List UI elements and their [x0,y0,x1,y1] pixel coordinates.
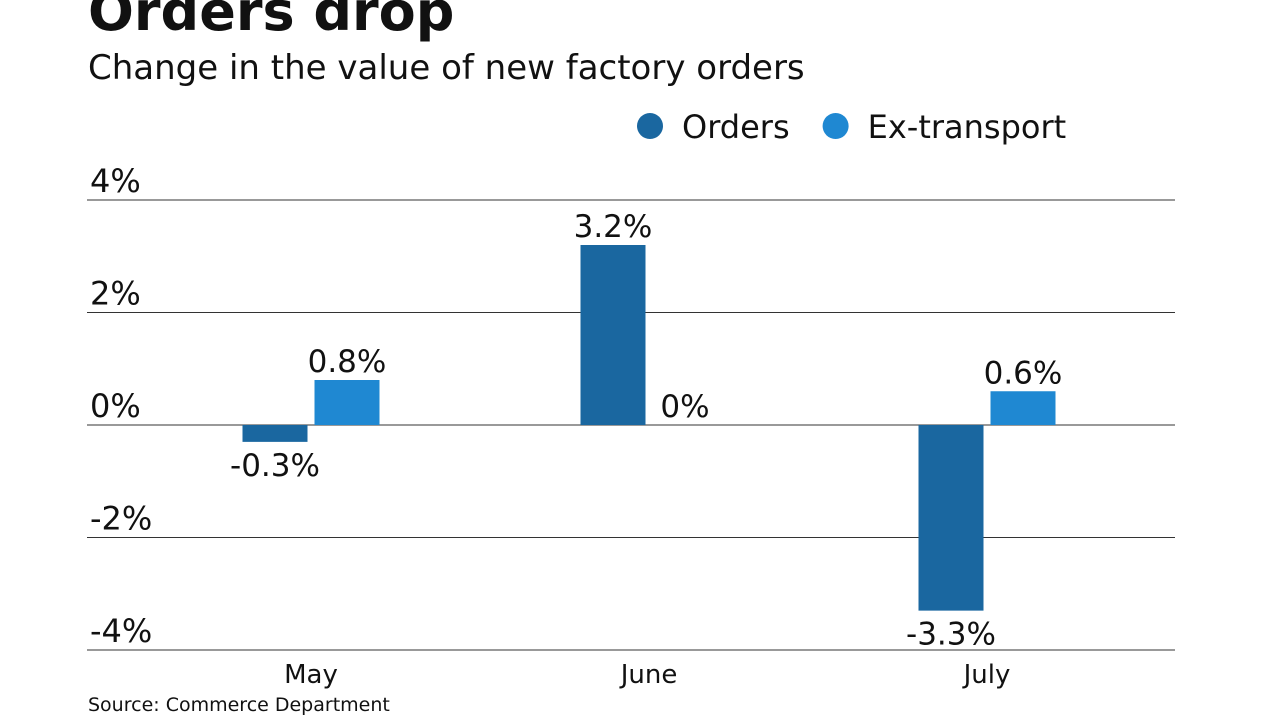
data-label: 3.2% [574,209,653,245]
x-tick-label: July [962,660,1011,690]
data-label: 0.6% [984,355,1063,391]
data-label: -0.3% [230,448,320,484]
x-tick-label: May [284,660,338,690]
legend-swatch [822,113,849,139]
y-tick-label: 0% [90,387,141,425]
data-label: 0% [660,389,709,425]
y-tick-label: -2% [90,500,152,538]
legend-swatch [637,113,663,139]
y-tick-label: 4% [90,162,141,200]
y-tick-label: -4% [90,612,152,650]
data-label: -3.3% [906,617,996,653]
legend-label: Orders [682,108,790,146]
bar [580,245,646,425]
bar [242,425,308,442]
chart-title: Orders drop [88,0,454,43]
source: Source: Commerce Department [88,694,390,716]
chart-subtitle: Change in the value of new factory order… [88,48,805,88]
data-label: 0.8% [308,344,387,380]
bar [918,425,984,611]
y-tick-label: 2% [90,275,141,313]
legend-label: Ex-transport [868,108,1067,146]
bar [314,380,380,425]
bar [990,391,1056,425]
x-tick-label: June [619,660,678,690]
